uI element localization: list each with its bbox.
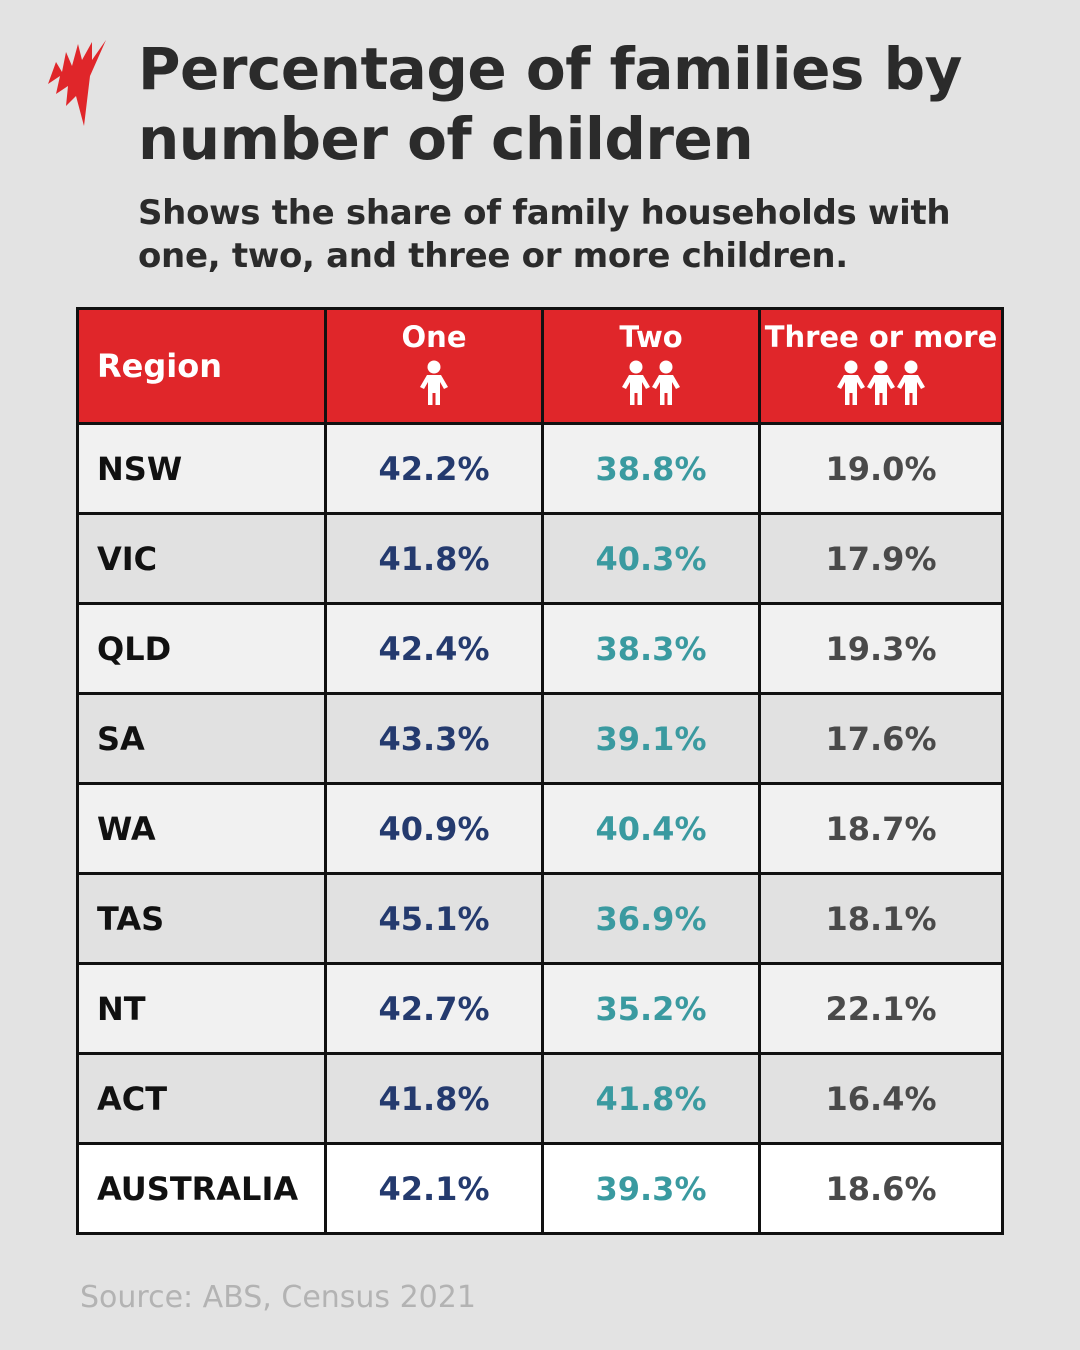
table-row: QLD 42.4% 38.3% 19.3% [76,602,1004,695]
region-cell: QLD [76,602,327,695]
three-cell: 19.3% [758,602,1004,695]
table-row: NT 42.7% 35.2% 22.1% [76,962,1004,1055]
region-cell: VIC [76,512,327,605]
table-row: AUSTRALIA 42.1% 39.3% 18.6% [76,1142,1004,1235]
two-cell: 36.9% [541,872,761,965]
header-two: Two [541,307,761,425]
header-region: Region [76,307,327,425]
two-children-icon [621,360,681,406]
region-cell: NSW [76,422,327,515]
three-cell: 17.6% [758,692,1004,785]
table-row: SA 43.3% 39.1% 17.6% [76,692,1004,785]
three-children-icon [836,360,926,406]
header-label: Three or more [764,319,998,354]
one-cell: 40.9% [324,782,544,875]
header-three: Three or more [758,307,1004,425]
one-cell: 41.8% [324,512,544,605]
one-cell: 42.2% [324,422,544,515]
table-row: ACT 41.8% 41.8% 16.4% [76,1052,1004,1145]
region-cell: WA [76,782,327,875]
one-cell: 45.1% [324,872,544,965]
one-cell: 42.1% [324,1142,544,1235]
three-cell: 18.1% [758,872,1004,965]
three-cell: 19.0% [758,422,1004,515]
page-subtitle: Shows the share of family households wit… [138,193,951,276]
two-cell: 38.8% [541,422,761,515]
two-cell: 41.8% [541,1052,761,1145]
sbs-logo [48,40,106,126]
two-cell: 40.4% [541,782,761,875]
child-icon [419,360,449,406]
region-cell: NT [76,962,327,1055]
two-cell: 39.3% [541,1142,761,1235]
one-cell: 41.8% [324,1052,544,1145]
table-row: NSW 42.2% 38.8% 19.0% [76,422,1004,515]
one-cell: 42.4% [324,602,544,695]
table-row: WA 40.9% 40.4% 18.7% [76,782,1004,875]
page-title: Percentage of families by number of chil… [138,35,962,173]
three-cell: 18.6% [758,1142,1004,1235]
region-cell: SA [76,692,327,785]
table-row: TAS 45.1% 36.9% 18.1% [76,872,1004,965]
header-one: One [324,307,544,425]
data-table: Region One Two Three or more NSW 42.2% 38.… [76,307,1004,1235]
two-cell: 35.2% [541,962,761,1055]
header-label: One [401,319,467,354]
header-row: Region One Two Three or more [76,307,1004,425]
region-cell: AUSTRALIA [76,1142,327,1235]
header-label: Two [619,319,683,354]
two-cell: 38.3% [541,602,761,695]
three-cell: 22.1% [758,962,1004,1055]
two-cell: 40.3% [541,512,761,605]
one-cell: 43.3% [324,692,544,785]
three-cell: 18.7% [758,782,1004,875]
region-cell: TAS [76,872,327,965]
three-cell: 17.9% [758,512,1004,605]
source-note: Source: ABS, Census 2021 [80,1280,476,1315]
table-row: VIC 41.8% 40.3% 17.9% [76,512,1004,605]
region-cell: ACT [76,1052,327,1145]
two-cell: 39.1% [541,692,761,785]
one-cell: 42.7% [324,962,544,1055]
three-cell: 16.4% [758,1052,1004,1145]
